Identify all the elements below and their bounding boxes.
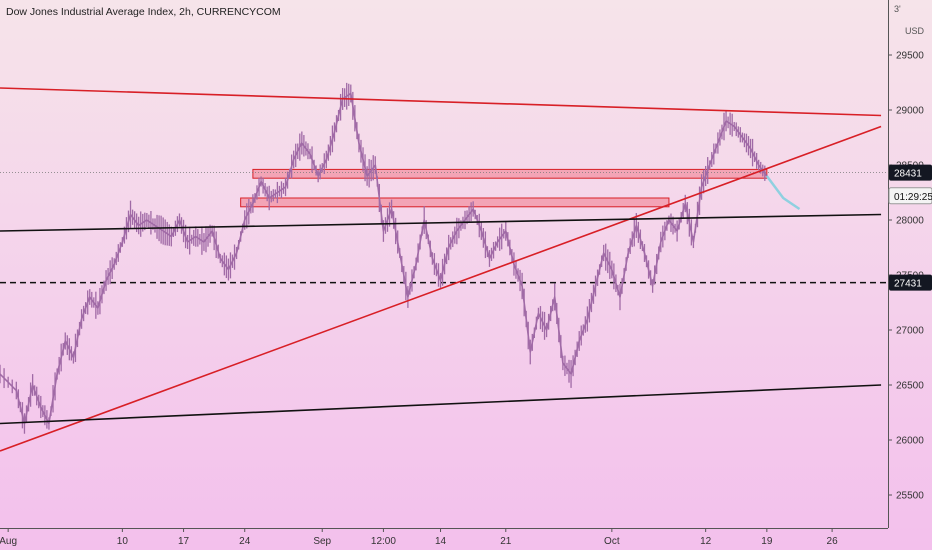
current-price-label-box xyxy=(889,164,932,181)
y-tick-label: 29500 xyxy=(896,51,924,62)
axis-corner-label: 3' xyxy=(894,4,901,14)
x-tick-label: 12:00 xyxy=(371,536,396,547)
projection-line xyxy=(765,175,801,211)
x-tick-label: Sep xyxy=(313,536,331,547)
countdown-label-box xyxy=(888,187,932,205)
level-price-label: 27431 xyxy=(894,279,922,290)
x-tick-label: 12 xyxy=(700,536,712,547)
x-tick-label: 21 xyxy=(500,536,512,547)
lower-black-trendline xyxy=(0,384,882,425)
countdown-label: 01:29:25 xyxy=(894,192,932,203)
y-tick-label: 28000 xyxy=(896,216,924,227)
y-tick-label: 26000 xyxy=(896,436,924,447)
rising-red-trendline xyxy=(0,125,882,452)
currency-unit-label: USD xyxy=(905,26,925,36)
chart-title: Dow Jones Industrial Average Index, 2h, … xyxy=(6,6,281,18)
lower-support-zone xyxy=(240,197,670,208)
y-tick-label: 25500 xyxy=(896,491,924,502)
y-tick-label: 26500 xyxy=(896,381,924,392)
x-tick-label: 17 xyxy=(178,536,190,547)
upper-resistance-zone xyxy=(252,168,768,179)
y-tick-label: 27000 xyxy=(896,326,924,337)
middle-black-trendline xyxy=(0,213,882,232)
x-tick-label: 24 xyxy=(239,536,251,547)
x-tick-label: 10 xyxy=(117,536,129,547)
x-tick-label: 14 xyxy=(435,536,447,547)
current-price-label: 28431 xyxy=(894,169,922,180)
y-tick-label: 29000 xyxy=(896,106,924,117)
x-tick-label: Oct xyxy=(604,536,620,547)
x-tick-label: 26 xyxy=(827,536,839,547)
plot-area xyxy=(0,82,888,452)
x-tick-label: Aug xyxy=(0,536,17,547)
level-price-label-box xyxy=(889,274,932,291)
x-tick-label: 19 xyxy=(761,536,773,547)
upper-red-trendline xyxy=(0,87,882,117)
